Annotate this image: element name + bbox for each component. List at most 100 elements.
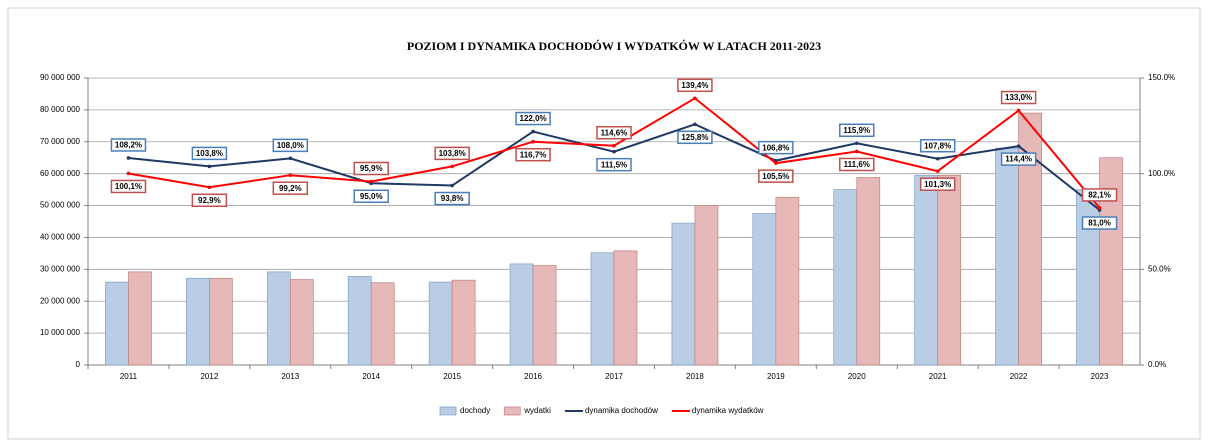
data-label-box (515, 111, 551, 126)
legend-swatch (439, 406, 457, 416)
bar (451, 279, 476, 366)
x-tick-label: 2017 (605, 372, 623, 381)
data-label: 107,8% (924, 141, 951, 150)
data-label: 100,1% (115, 182, 142, 191)
data-label: 111,6% (844, 160, 870, 169)
data-label-box (919, 138, 956, 153)
y-tick-label: 30 000 000 (40, 264, 81, 273)
y-tick-label: 40 000 000 (40, 233, 81, 242)
bar (347, 275, 372, 366)
marker (693, 122, 697, 127)
y-tick-label: 90 000 000 (40, 73, 81, 82)
y-tick-label: 70 000 000 (40, 137, 81, 146)
data-label: 114,6% (601, 128, 628, 137)
marker (369, 179, 374, 184)
legend-label: dynamika wydatków (692, 406, 764, 415)
data-label: 99,2% (279, 184, 302, 193)
data-label: 95,9% (360, 164, 383, 173)
bar (914, 174, 939, 366)
bar (833, 189, 858, 366)
bar (590, 252, 615, 366)
bar (1018, 112, 1042, 366)
data-label: 122,0% (520, 114, 547, 123)
marker (126, 156, 131, 160)
y2-tick-label: 100.0% (1148, 169, 1175, 178)
marker (450, 183, 454, 188)
data-label-box (758, 169, 794, 183)
marker (288, 156, 293, 161)
data-label: 106,8% (762, 143, 789, 152)
x-tick-label: 2019 (767, 372, 785, 381)
marker (288, 173, 293, 177)
x-tick-label: 2013 (281, 372, 299, 381)
x-tick-label: 2020 (848, 372, 866, 381)
x-tick-label: 2022 (1010, 372, 1028, 381)
data-label-box (515, 147, 551, 162)
x-tick-label: 2014 (362, 372, 380, 381)
y-tick-label: 0 (76, 360, 81, 369)
y2-tick-label: 150.0% (1148, 73, 1175, 82)
y-tick-label: 60 000 000 (40, 169, 81, 178)
marker (1097, 206, 1102, 210)
data-label-box (191, 193, 228, 208)
marker (531, 129, 535, 134)
data-label-box (110, 138, 147, 152)
marker (1016, 108, 1021, 113)
data-label: 93,8% (441, 194, 464, 203)
marker (693, 96, 697, 101)
data-label: 105,5% (762, 172, 789, 181)
x-tick-label: 2016 (524, 372, 542, 381)
data-label-box (1000, 90, 1037, 105)
data-label-box (191, 146, 228, 161)
data-label: 108,2% (115, 141, 142, 150)
bar (370, 282, 395, 366)
data-label: 114,4% (1005, 155, 1032, 164)
marker (774, 161, 778, 165)
data-label: 139,4% (681, 81, 708, 90)
marker (1016, 144, 1021, 148)
data-label-box (353, 189, 389, 203)
legend-swatch (503, 406, 521, 416)
bar (186, 277, 210, 366)
data-label: 95,0% (360, 192, 383, 201)
data-label-box (1000, 152, 1037, 166)
x-tick-label: 2021 (929, 372, 947, 381)
bar (105, 281, 129, 366)
data-label: 103,8% (196, 149, 223, 158)
marker (126, 171, 131, 176)
marker (450, 164, 454, 169)
legend-label: wydatki (523, 406, 551, 415)
data-label: 125,8% (681, 133, 708, 142)
data-label-box (353, 161, 389, 176)
x-tick-label: 2023 (1091, 372, 1109, 381)
data-label-box (839, 123, 875, 137)
data-label-box (677, 130, 713, 145)
bar (1076, 189, 1100, 366)
data-label-box (1081, 216, 1118, 230)
data-label-box (110, 179, 147, 194)
marker (531, 139, 535, 144)
data-label: 103,8% (439, 149, 466, 158)
data-label-box (1081, 188, 1118, 202)
marker (935, 169, 940, 173)
x-tick-label: 2011 (120, 372, 138, 381)
data-label: 108,0% (277, 141, 304, 150)
data-label-box (272, 181, 309, 195)
data-label-box (434, 191, 470, 206)
data-label-box (434, 146, 470, 161)
bar (509, 263, 534, 366)
legend-label: dochody (460, 406, 490, 415)
bar (266, 271, 291, 366)
bar (995, 147, 1019, 366)
data-label-box (839, 157, 875, 172)
data-label-box (919, 177, 956, 191)
data-label: 81,0% (1088, 219, 1111, 228)
data-label: 116,7% (520, 150, 547, 159)
bar (613, 250, 638, 366)
data-label-box (758, 140, 794, 155)
marker (935, 156, 940, 161)
marker (854, 149, 859, 154)
marker (612, 143, 616, 148)
bar (752, 213, 777, 366)
